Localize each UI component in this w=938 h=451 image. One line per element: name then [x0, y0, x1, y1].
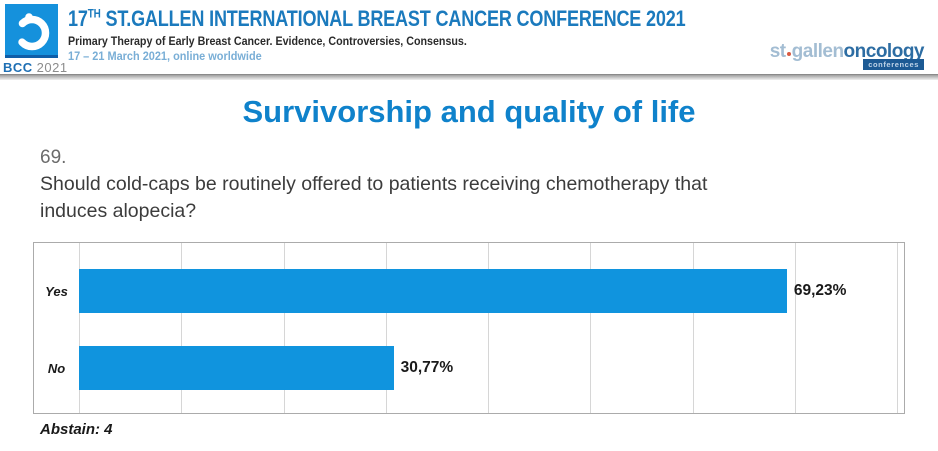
header-divider [0, 74, 938, 80]
gridline [692, 243, 694, 413]
slide-title: Survivorship and quality of life [242, 94, 696, 129]
bcc-caption: BCC 2021 [3, 60, 68, 75]
value-label-yes: 69,23% [793, 282, 847, 299]
bar-yes [79, 269, 787, 313]
orange-dot-icon [786, 52, 791, 56]
conference-header: BCC 2021 17TH ST.GALLEN INTERNATIONAL BRE… [0, 0, 938, 75]
gridline [79, 243, 80, 413]
sg-logo-st: st [769, 41, 786, 62]
conference-dates: 17 – 21 March 2021, online worldwide [68, 51, 262, 63]
chart-row-no: No 30,77% [34, 346, 897, 390]
gridline [590, 243, 592, 413]
category-label-yes: Yes [45, 283, 68, 299]
question-line-1: Should cold-caps be routinely offered to… [40, 173, 708, 195]
chart-gridlines [79, 243, 898, 413]
abstain-note: Abstain: 4 [40, 421, 113, 438]
title-text: ST.GALLEN INTERNATIONAL BREAST CANCER CO… [100, 6, 686, 31]
conference-subtitle: Primary Therapy of Early Breast Cancer. … [68, 36, 467, 48]
drop-icon [14, 13, 50, 51]
chart-row-yes: Yes 69,23% [34, 269, 897, 313]
stgallen-oncology-logo: st gallenoncology conferences [769, 41, 925, 70]
poll-chart: Yes 69,23% No 30,77% [33, 242, 905, 414]
question-line-2: induces alopecia? [40, 200, 197, 222]
sg-logo-oncology: oncology [843, 41, 925, 62]
conference-header-text: 17TH ST.GALLEN INTERNATIONAL BREAST CANC… [68, 6, 821, 63]
question-block: 69. Should cold-caps be routinely offere… [40, 144, 707, 225]
gridline [794, 243, 796, 413]
bar-no [79, 346, 394, 390]
gridline [488, 243, 489, 413]
bar-track-yes: 69,23% [79, 269, 897, 313]
category-label-no: No [47, 360, 66, 376]
gridline [385, 243, 387, 413]
sg-logo-gallen: gallen [791, 41, 844, 62]
gridline [181, 243, 183, 413]
title-ordinal: TH [87, 6, 101, 21]
gridline [283, 243, 285, 413]
value-label-no: 30,77% [400, 359, 454, 376]
gridline [897, 243, 898, 413]
conference-title: 17TH ST.GALLEN INTERNATIONAL BREAST CANC… [68, 6, 686, 32]
conferences-badge: conferences [863, 59, 924, 70]
bcc-label: BCC [3, 60, 33, 75]
bcc-logo [5, 4, 58, 58]
question-number: 69. [40, 147, 67, 168]
chart-rows: Yes 69,23% No 30,77% [34, 243, 904, 413]
bar-track-no: 30,77% [79, 346, 897, 390]
bcc-year: 2021 [36, 60, 68, 75]
title-number: 17 [68, 6, 88, 31]
